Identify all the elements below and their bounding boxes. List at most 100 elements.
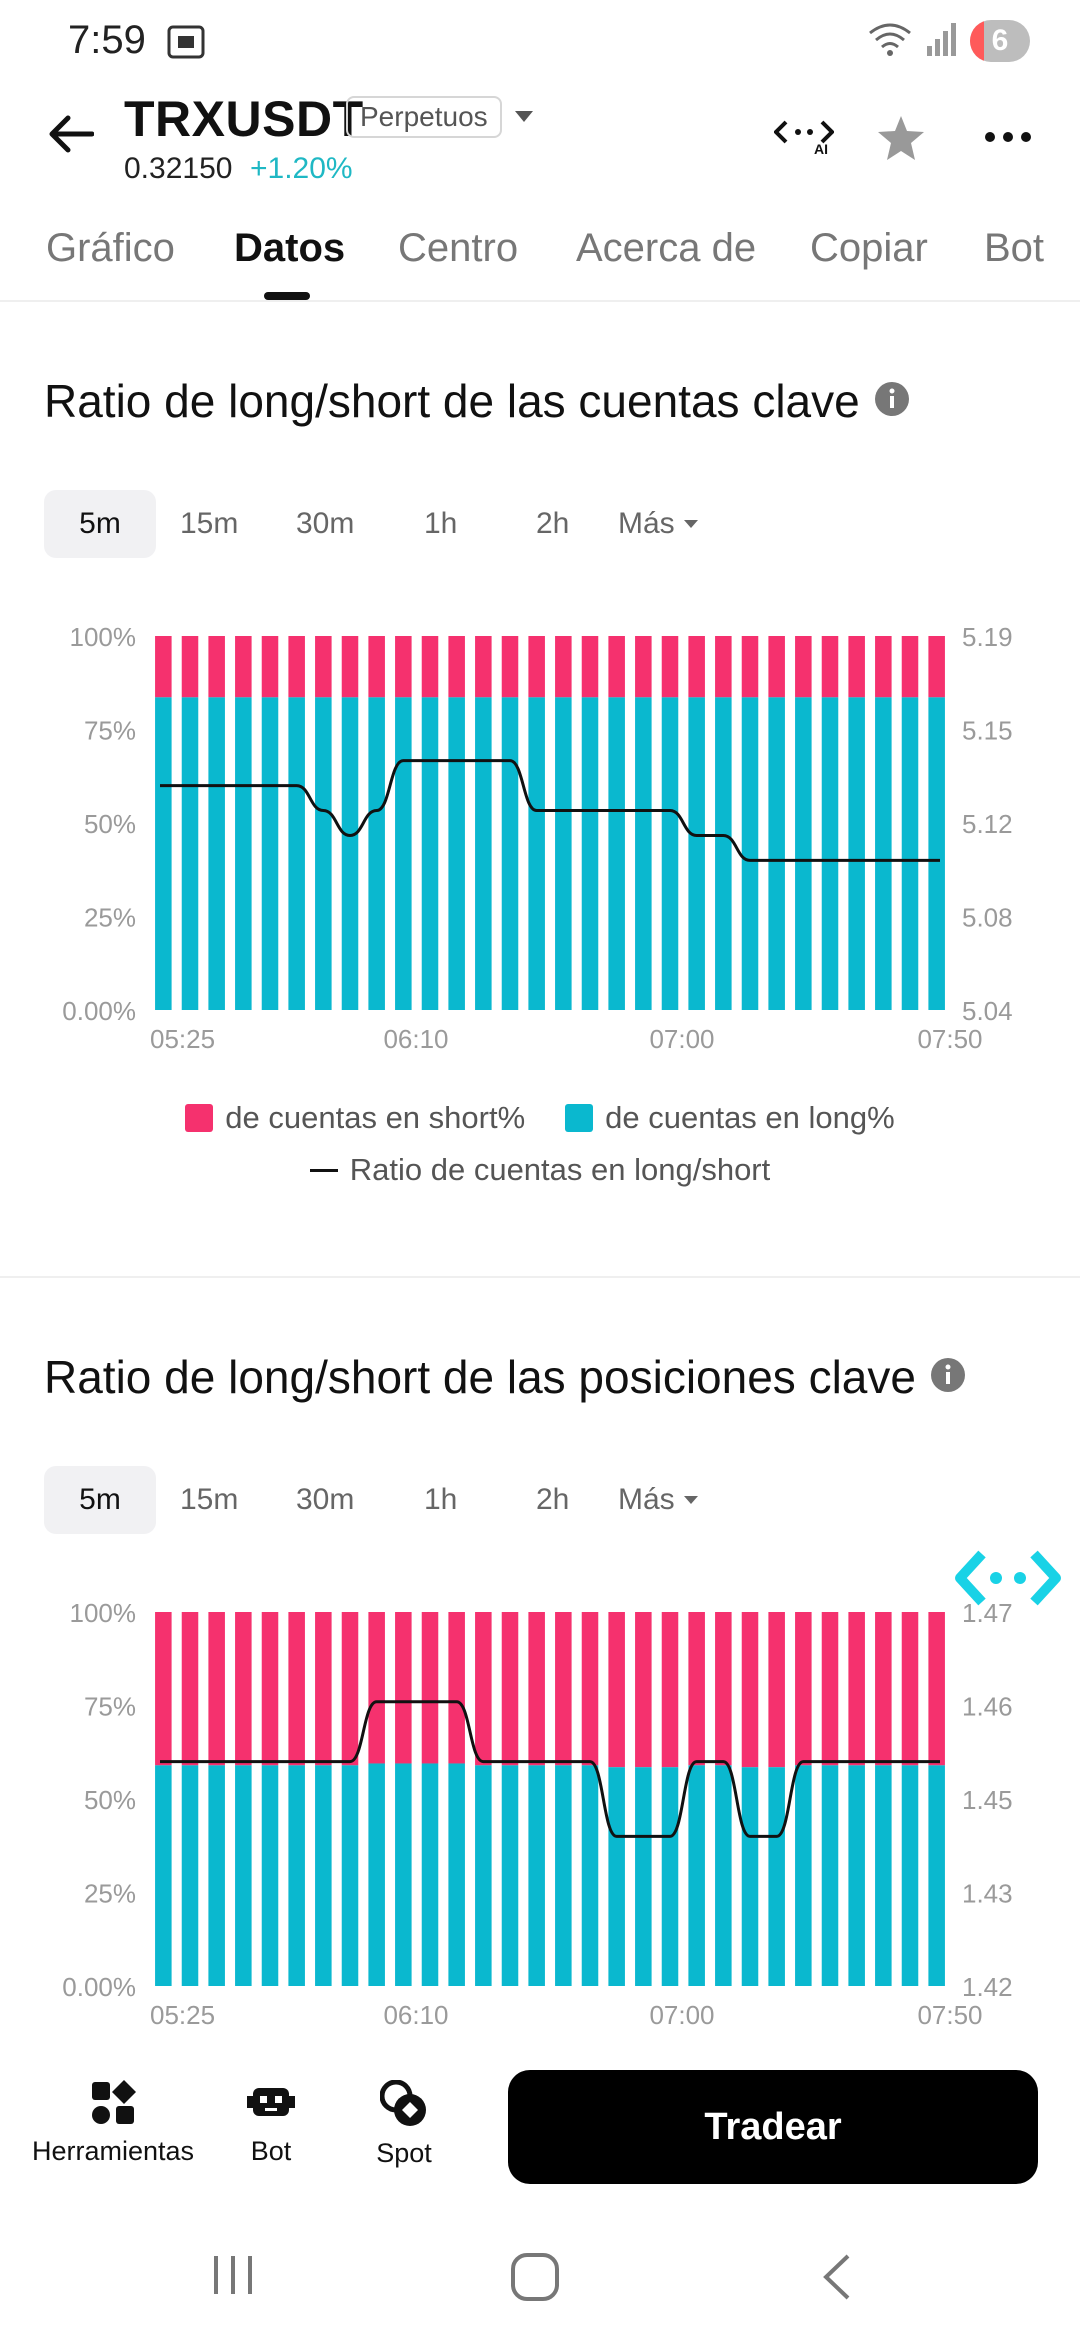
bar-long[interactable] (901, 1765, 919, 1986)
bar-short[interactable] (635, 1612, 652, 1768)
interval-5m[interactable]: 5m (44, 1466, 156, 1534)
bar-long[interactable] (555, 1765, 572, 1986)
bar-long[interactable] (821, 1765, 839, 1986)
bar-short[interactable] (768, 636, 785, 698)
bar-long[interactable] (528, 1765, 545, 1986)
bar-long[interactable] (875, 697, 892, 1010)
bar-short[interactable] (768, 1612, 785, 1768)
bar-long[interactable] (315, 1765, 332, 1986)
bar-short[interactable] (555, 636, 572, 698)
bar-short[interactable] (448, 1612, 465, 1764)
interval-15m[interactable]: 15m (180, 507, 239, 540)
info-icon[interactable] (874, 374, 910, 428)
tab-datos[interactable]: Datos (234, 226, 346, 270)
bar-short[interactable] (608, 636, 625, 698)
bar-long[interactable] (528, 697, 545, 1010)
bar-short[interactable] (368, 636, 385, 698)
bar-short[interactable] (715, 636, 732, 698)
bar-long[interactable] (155, 1765, 172, 1986)
bar-long[interactable] (661, 1767, 679, 1986)
bar-long[interactable] (155, 697, 172, 1010)
tab-grafico[interactable]: Gráfico (46, 226, 175, 270)
legend-long[interactable]: de cuentas en long% (565, 1100, 895, 1136)
bar-long[interactable] (795, 697, 812, 1010)
bar-long[interactable] (901, 697, 919, 1010)
bar-short[interactable] (181, 636, 199, 698)
bar-short[interactable] (875, 1612, 892, 1766)
bar-short[interactable] (688, 1612, 705, 1766)
bar-long[interactable] (928, 1765, 945, 1986)
bar-long[interactable] (715, 1765, 732, 1986)
bar-short[interactable] (741, 1612, 759, 1768)
bar-long[interactable] (501, 1765, 519, 1986)
bar-long[interactable] (581, 697, 599, 1010)
bar-short[interactable] (581, 636, 599, 698)
bar-short[interactable] (288, 636, 305, 698)
bot-button[interactable]: Bot (236, 2080, 306, 2167)
tools-button[interactable]: Herramientas (28, 2080, 198, 2167)
bar-short[interactable] (901, 636, 919, 698)
bar-long[interactable] (555, 697, 572, 1010)
recent-apps-icon[interactable] (210, 2252, 256, 2303)
floating-assistant-icon[interactable] (952, 1548, 1064, 1613)
bar-short[interactable] (928, 636, 945, 698)
bar-long[interactable] (315, 697, 332, 1010)
bar-long[interactable] (661, 697, 679, 1010)
bar-long[interactable] (768, 697, 785, 1010)
spot-button[interactable]: Spot (366, 2080, 442, 2169)
bar-short[interactable] (555, 1612, 572, 1766)
bar-long[interactable] (635, 697, 652, 1010)
bar-long[interactable] (475, 1765, 492, 1986)
bar-long[interactable] (208, 1765, 225, 1986)
bar-short[interactable] (848, 636, 865, 698)
bar-short[interactable] (581, 1612, 599, 1766)
home-icon[interactable] (510, 2252, 560, 2307)
legend-short[interactable]: de cuentas en short% (185, 1100, 525, 1136)
bar-long[interactable] (448, 697, 465, 1010)
bar-long[interactable] (448, 1763, 465, 1986)
bar-long[interactable] (741, 697, 759, 1010)
bar-long[interactable] (288, 697, 305, 1010)
bar-short[interactable] (155, 1612, 172, 1766)
interval-30m[interactable]: 30m (296, 507, 355, 540)
bar-short[interactable] (395, 636, 412, 698)
bar-short[interactable] (501, 1612, 519, 1766)
interval-2h[interactable]: 2h (536, 1483, 570, 1516)
bar-short[interactable] (501, 636, 519, 698)
bar-short[interactable] (315, 1612, 332, 1766)
bar-short[interactable] (821, 1612, 839, 1766)
bar-long[interactable] (581, 1765, 599, 1986)
bar-long[interactable] (368, 697, 385, 1010)
bar-long[interactable] (235, 697, 252, 1010)
tab-copiar[interactable]: Copiar (810, 226, 928, 270)
bar-short[interactable] (208, 636, 225, 698)
bar-short[interactable] (821, 636, 839, 698)
bar-long[interactable] (795, 1765, 812, 1986)
bar-long[interactable] (395, 697, 412, 1010)
interval-1h[interactable]: 1h (424, 1483, 458, 1516)
bar-short[interactable] (848, 1612, 865, 1766)
bar-long[interactable] (261, 1765, 279, 1986)
bar-short[interactable] (395, 1612, 412, 1764)
bar-short[interactable] (741, 636, 759, 698)
bar-short[interactable] (475, 636, 492, 698)
legend-ratio[interactable]: Ratio de cuentas en long/short (309, 1152, 770, 1188)
bar-long[interactable] (181, 697, 199, 1010)
bar-long[interactable] (688, 1765, 705, 1986)
interval-30m[interactable]: 30m (296, 1483, 355, 1516)
bar-short[interactable] (181, 1612, 199, 1766)
interval-5m[interactable]: 5m (44, 490, 156, 558)
back-nav-icon[interactable] (818, 2252, 854, 2307)
bar-short[interactable] (875, 636, 892, 698)
chevron-down-icon[interactable] (514, 110, 534, 129)
bar-long[interactable] (475, 697, 492, 1010)
bar-short[interactable] (528, 636, 545, 698)
interval-1h[interactable]: 1h (424, 507, 458, 540)
pair-title[interactable]: TRXUSDT (124, 91, 364, 147)
bar-short[interactable] (261, 1612, 279, 1766)
bar-long[interactable] (715, 697, 732, 1010)
interval-15m[interactable]: 15m (180, 1483, 239, 1516)
back-arrow-icon[interactable] (48, 114, 95, 159)
bar-long[interactable] (288, 1765, 305, 1986)
bar-short[interactable] (261, 636, 279, 698)
